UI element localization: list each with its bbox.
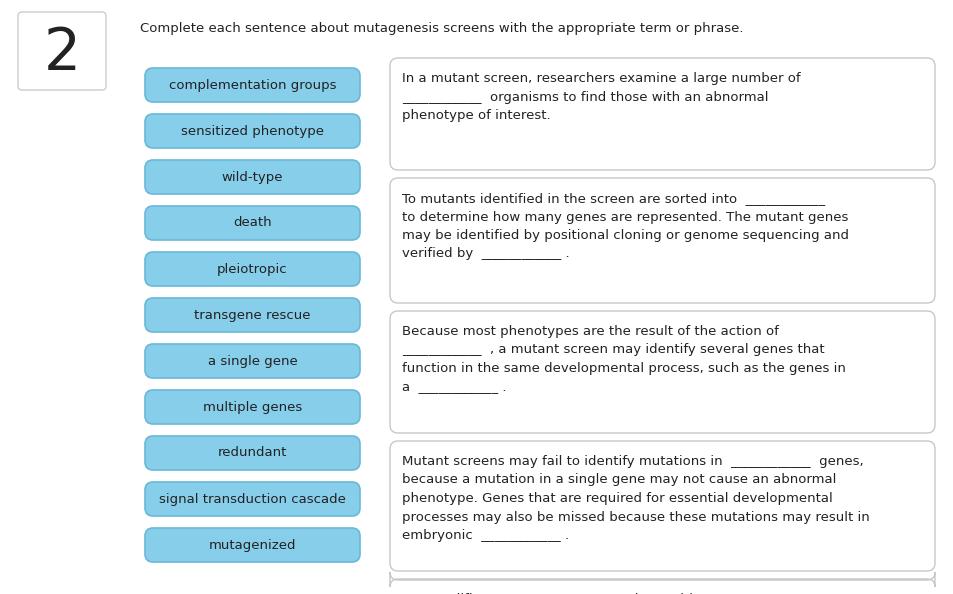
FancyBboxPatch shape: [145, 482, 359, 516]
Text: redundant: redundant: [217, 447, 287, 460]
FancyBboxPatch shape: [145, 436, 359, 470]
FancyBboxPatch shape: [145, 68, 359, 102]
FancyBboxPatch shape: [18, 12, 106, 90]
Text: Because most phenotypes are the result of the action of
____________  , a mutant: Because most phenotypes are the result o…: [401, 325, 845, 393]
FancyBboxPatch shape: [145, 206, 359, 240]
FancyBboxPatch shape: [145, 298, 359, 332]
Text: In a mutant screen, researchers examine a large number of
____________  organism: In a mutant screen, researchers examine …: [401, 72, 800, 122]
FancyBboxPatch shape: [145, 114, 359, 148]
Text: pleiotropic: pleiotropic: [217, 263, 288, 276]
Text: 2: 2: [44, 26, 80, 83]
Text: In a modifier screen, mutant organisms with a  ____________  are
screened for ph: In a modifier screen, mutant organisms w…: [401, 593, 855, 594]
FancyBboxPatch shape: [145, 390, 359, 424]
Text: Mutant screens may fail to identify mutations in  ____________  genes,
because a: Mutant screens may fail to identify muta…: [401, 455, 869, 542]
FancyBboxPatch shape: [390, 311, 934, 433]
Text: death: death: [233, 216, 272, 229]
Text: transgene rescue: transgene rescue: [194, 308, 311, 321]
Text: multiple genes: multiple genes: [203, 400, 302, 413]
FancyBboxPatch shape: [145, 252, 359, 286]
FancyBboxPatch shape: [145, 160, 359, 194]
FancyBboxPatch shape: [390, 58, 934, 170]
FancyBboxPatch shape: [390, 178, 934, 303]
Text: wild-type: wild-type: [221, 170, 283, 184]
Text: To mutants identified in the screen are sorted into  ____________
to determine h: To mutants identified in the screen are …: [401, 192, 848, 261]
FancyBboxPatch shape: [145, 528, 359, 562]
Text: a single gene: a single gene: [208, 355, 297, 368]
Text: complementation groups: complementation groups: [169, 78, 335, 91]
Text: Complete each sentence about mutagenesis screens with the appropriate term or ph: Complete each sentence about mutagenesis…: [140, 22, 742, 35]
FancyBboxPatch shape: [390, 441, 934, 571]
Text: sensitized phenotype: sensitized phenotype: [181, 125, 324, 137]
Text: mutagenized: mutagenized: [209, 539, 296, 551]
FancyBboxPatch shape: [145, 344, 359, 378]
Text: signal transduction cascade: signal transduction cascade: [159, 492, 346, 505]
FancyBboxPatch shape: [390, 572, 934, 587]
